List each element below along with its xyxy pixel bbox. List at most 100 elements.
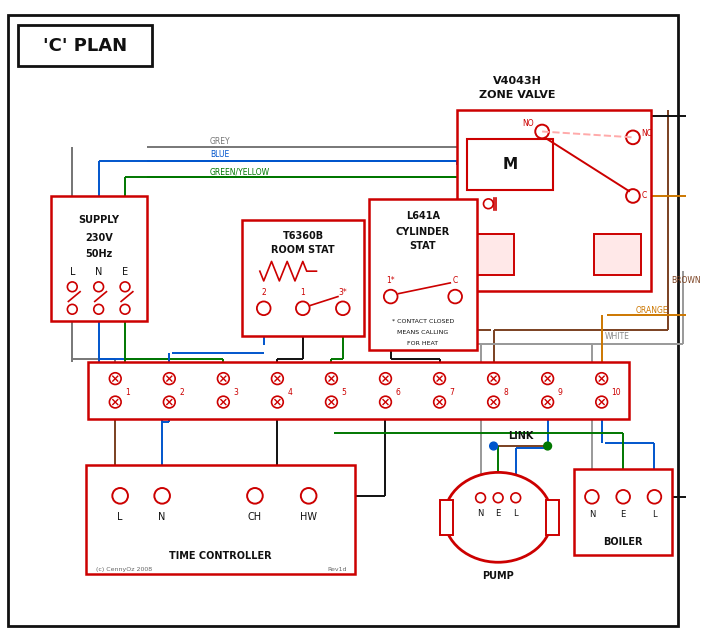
Circle shape xyxy=(616,490,630,504)
Circle shape xyxy=(449,290,462,303)
Circle shape xyxy=(336,301,350,315)
Circle shape xyxy=(112,488,128,504)
Text: N: N xyxy=(589,510,595,519)
Circle shape xyxy=(484,199,494,209)
Text: E: E xyxy=(122,267,128,277)
Text: ZONE VALVE: ZONE VALVE xyxy=(479,90,556,101)
Circle shape xyxy=(490,442,498,450)
Circle shape xyxy=(218,373,230,385)
Circle shape xyxy=(380,373,391,385)
Text: L641A: L641A xyxy=(406,212,440,222)
Text: E: E xyxy=(621,510,625,519)
Circle shape xyxy=(488,373,499,385)
Text: TIME CONTROLLER: TIME CONTROLLER xyxy=(169,551,272,562)
Circle shape xyxy=(110,373,121,385)
Circle shape xyxy=(585,490,599,504)
Text: M: M xyxy=(503,157,517,172)
Text: N: N xyxy=(477,509,484,518)
Text: WHITE: WHITE xyxy=(604,332,630,341)
Bar xyxy=(467,139,553,190)
Circle shape xyxy=(110,396,121,408)
Circle shape xyxy=(596,373,607,385)
Circle shape xyxy=(120,282,130,292)
Circle shape xyxy=(154,488,170,504)
Text: (c) CennyOz 2008: (c) CennyOz 2008 xyxy=(95,567,152,572)
Text: NO: NO xyxy=(522,119,534,128)
Circle shape xyxy=(272,373,284,385)
Circle shape xyxy=(488,396,499,408)
Text: * CONTACT CLOSED: * CONTACT CLOSED xyxy=(392,319,454,324)
Text: STAT: STAT xyxy=(410,241,436,251)
Text: CYLINDER: CYLINDER xyxy=(396,227,450,237)
Circle shape xyxy=(326,373,337,385)
Text: LINK: LINK xyxy=(508,431,534,441)
Text: 9: 9 xyxy=(557,388,562,397)
Ellipse shape xyxy=(444,472,552,562)
Text: 'C' PLAN: 'C' PLAN xyxy=(43,37,127,54)
Text: 1: 1 xyxy=(125,388,130,397)
Text: 2: 2 xyxy=(179,388,184,397)
Bar xyxy=(369,199,477,350)
Text: E: E xyxy=(496,509,501,518)
Text: 3*: 3* xyxy=(338,288,347,297)
Circle shape xyxy=(544,442,552,450)
Text: V4043H: V4043H xyxy=(494,76,542,86)
Text: SUPPLY: SUPPLY xyxy=(78,215,119,226)
Circle shape xyxy=(218,396,230,408)
Text: 4: 4 xyxy=(287,388,292,397)
Text: ORANGE: ORANGE xyxy=(636,306,668,315)
Bar xyxy=(457,110,651,291)
Text: ROOM STAT: ROOM STAT xyxy=(272,245,335,254)
Circle shape xyxy=(272,396,284,408)
Circle shape xyxy=(626,131,640,144)
Circle shape xyxy=(257,301,270,315)
Circle shape xyxy=(326,396,337,408)
Text: GREY: GREY xyxy=(210,137,231,146)
Text: N: N xyxy=(95,267,102,277)
Bar xyxy=(88,362,629,419)
Circle shape xyxy=(380,396,391,408)
Circle shape xyxy=(626,189,640,203)
Bar xyxy=(86,465,355,574)
Circle shape xyxy=(476,493,486,503)
Circle shape xyxy=(647,490,661,504)
Text: 1: 1 xyxy=(300,288,305,297)
Text: 7: 7 xyxy=(449,388,454,397)
Text: HW: HW xyxy=(300,512,317,522)
Circle shape xyxy=(596,396,607,408)
Bar xyxy=(18,25,152,66)
Text: T6360B: T6360B xyxy=(283,231,324,241)
Bar xyxy=(545,500,559,535)
Circle shape xyxy=(120,304,130,314)
Circle shape xyxy=(494,493,503,503)
Bar xyxy=(467,234,514,275)
Text: 8: 8 xyxy=(503,388,508,397)
Circle shape xyxy=(296,301,310,315)
Circle shape xyxy=(434,396,445,408)
Text: Rev1d: Rev1d xyxy=(327,567,347,572)
Circle shape xyxy=(164,373,176,385)
Text: PUMP: PUMP xyxy=(482,571,514,581)
Text: CH: CH xyxy=(248,512,262,522)
Circle shape xyxy=(511,493,521,503)
Text: L: L xyxy=(513,509,518,518)
Text: GREEN/YELLOW: GREEN/YELLOW xyxy=(210,167,270,176)
Text: 50Hz: 50Hz xyxy=(85,249,112,258)
Text: C: C xyxy=(642,192,647,201)
Text: FOR HEAT: FOR HEAT xyxy=(407,341,439,346)
Text: MEANS CALLING: MEANS CALLING xyxy=(397,330,449,335)
Text: L: L xyxy=(69,267,75,277)
Bar xyxy=(51,196,147,321)
Text: 6: 6 xyxy=(395,388,400,397)
Bar xyxy=(242,221,364,336)
Circle shape xyxy=(164,396,176,408)
Circle shape xyxy=(94,282,103,292)
Circle shape xyxy=(67,304,77,314)
Circle shape xyxy=(301,488,317,504)
Circle shape xyxy=(542,373,553,385)
Circle shape xyxy=(434,373,445,385)
Text: BROWN: BROWN xyxy=(671,276,701,285)
Text: 1*: 1* xyxy=(386,276,395,285)
Circle shape xyxy=(94,304,103,314)
Text: 2: 2 xyxy=(261,288,266,297)
